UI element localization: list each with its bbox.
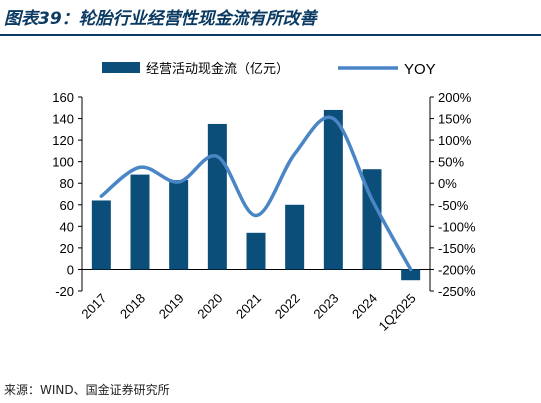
bar [169, 179, 189, 270]
chart-title: 图表39：轮胎行业经营性现金流有所改善 [4, 9, 317, 29]
legend-bar-swatch [102, 62, 140, 73]
bar [91, 200, 111, 270]
x-tick-label: 2022 [272, 291, 303, 322]
legend: 经营活动现金流（亿元） YOY [102, 61, 436, 78]
right-tick-label: -250% [438, 284, 476, 299]
right-tick-label: -50% [438, 198, 469, 213]
yoy-line [99, 115, 413, 272]
bar [323, 109, 343, 270]
left-tick-label: 80 [60, 176, 74, 191]
right-tick-label: 100% [438, 133, 472, 148]
left-tick-label: 0 [67, 262, 74, 277]
left-tick-label: 60 [60, 198, 74, 213]
left-tick-label: 160 [52, 90, 74, 105]
source-note: 来源：WIND、国金证券研究所 [4, 383, 170, 397]
right-tick-label: -150% [438, 241, 476, 256]
left-tick-label: 100 [52, 155, 74, 170]
left-tick-label: -20 [55, 284, 74, 299]
right-tick-label: -200% [438, 262, 476, 277]
right-tick-label: 150% [438, 112, 472, 127]
x-tick-label: 2020 [194, 291, 225, 322]
left-tick-label: 140 [52, 112, 74, 127]
x-tick-label: 2018 [117, 291, 148, 322]
bar [285, 204, 305, 270]
title-divider [0, 34, 541, 36]
x-tick-label: 2019 [156, 291, 187, 322]
right-tick-label: 200% [438, 90, 472, 105]
x-tick-label: 2017 [78, 291, 109, 322]
left-tick-label: 40 [60, 219, 74, 234]
left-tick-label: 20 [60, 241, 74, 256]
x-tick-label: 1Q2025 [375, 291, 418, 334]
bar-series [91, 109, 421, 281]
x-tick-label: 2023 [310, 291, 341, 322]
left-tick-label: 120 [52, 133, 74, 148]
legend-line-label: YOY [404, 61, 436, 78]
right-tick-label: 50% [438, 155, 464, 170]
right-tick-label: 0% [438, 176, 457, 191]
x-tick-label: 2024 [349, 291, 380, 322]
yoy-line-series [99, 115, 413, 272]
right-tick-label: -100% [438, 219, 476, 234]
legend-bar-label: 经营活动现金流（亿元） [146, 61, 289, 77]
bar [362, 169, 382, 270]
bar [401, 269, 421, 281]
title-bar: 图表39：轮胎行业经营性现金流有所改善 [0, 0, 541, 38]
bar [246, 232, 266, 270]
bar [207, 123, 227, 270]
bar [130, 174, 150, 270]
x-tick-label: 2021 [233, 291, 264, 322]
